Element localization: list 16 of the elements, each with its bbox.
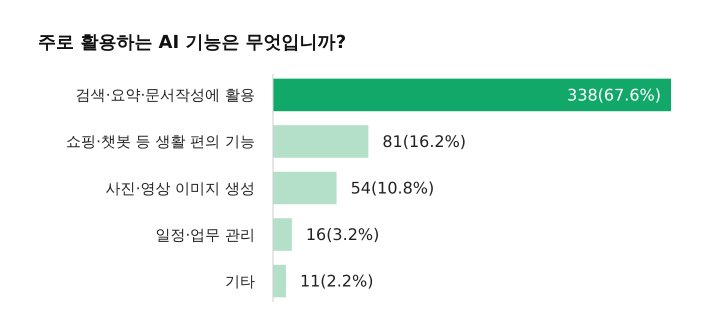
data-label: 54(10.8%) (350, 178, 434, 198)
bar (273, 78, 671, 112)
data-label: 338(67.6%) (567, 86, 661, 105)
bar (273, 125, 368, 158)
y-tick-label: 검색·요약·문서작성에 활용 (76, 86, 255, 104)
y-tick-label: 기타 (225, 272, 255, 290)
chart-title: 주로 활용하는 AI 기능은 무엇입니까? (38, 32, 346, 53)
data-label: 11(2.2%) (300, 272, 374, 291)
y-tick-label: 쇼핑·챗봇 등 생활 편의 기능 (66, 132, 255, 151)
data-label: 16(3.2%) (306, 225, 380, 244)
y-tick-label: 일정·업무 관리 (155, 226, 255, 244)
bar (273, 218, 292, 251)
bar (273, 172, 337, 204)
y-tick-label: 사진·영상 이미지 생성 (106, 179, 255, 198)
data-label: 81(16.2%) (382, 132, 466, 152)
bar (273, 264, 286, 298)
